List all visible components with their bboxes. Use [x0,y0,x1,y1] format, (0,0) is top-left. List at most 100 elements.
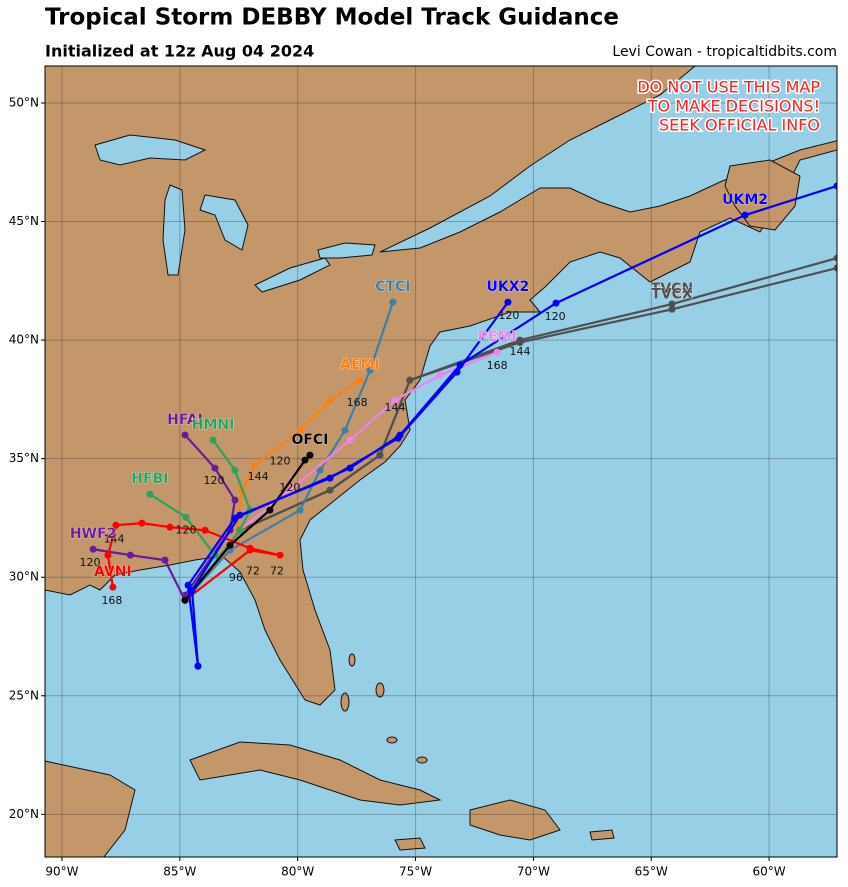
track-label: AVNI [94,564,132,580]
island [386,736,398,744]
track-label: AEMI [340,357,380,373]
forecast-hour: 72 [246,564,260,577]
track-point [341,426,349,434]
track-point [138,519,146,527]
forecast-hour: 120 [498,309,519,322]
track-point [833,182,837,190]
lon-tick-label: 65°W [635,865,668,879]
track-label: CTCI [375,279,410,295]
track-point [104,551,112,559]
forecast-hour: 144 [104,532,125,545]
track-point [668,305,676,313]
track-point [211,464,219,472]
lake-erie [254,257,331,293]
track-point [231,514,239,522]
track-point [166,523,174,531]
track-label: HFBI [131,471,168,487]
warning: DO NOT USE THIS MAP TO MAKE DECISIONS! S… [636,76,822,136]
forecast-hour: 120 [270,454,291,467]
jamaica [394,837,426,851]
track-point [391,396,399,404]
forecast-hour: 120 [545,310,566,323]
puerto-rico [589,829,615,841]
track-label: UKM2 [722,192,768,208]
track-point [236,526,244,534]
lon-tick-label: 85°W [163,865,196,879]
mexico [45,760,136,857]
track-point [741,211,749,219]
track-point [246,544,254,552]
forecast-hour: 120 [175,523,196,536]
track-point [112,521,120,529]
forecast-hour: 144 [385,401,406,414]
track-point [552,299,560,307]
track-point [356,376,364,384]
basemap [45,66,837,857]
track-point [231,496,239,504]
track-point [296,506,304,514]
track-point [296,426,304,434]
track-label: OFCI [291,432,328,448]
track-point [316,466,324,474]
track-point [226,541,234,549]
forecast-hour: 168 [101,594,122,607]
credit: Levi Cowan - tropicaltidbits.com [612,44,837,60]
lat-tick-label: 35°N [9,451,39,465]
track-point [436,371,444,379]
track-point [251,461,259,469]
track-point [188,586,196,594]
forecast-hour: 120 [279,481,300,494]
forecast-hour: 168 [347,396,368,409]
track-point [326,486,334,494]
track-label: HMNI [192,417,235,433]
track-point [833,254,837,262]
track-label: TVCN [651,281,693,297]
forecast-hour: 96 [229,571,243,584]
track-point [493,348,501,356]
track-point [181,431,189,439]
lat-tick-label: 25°N [9,688,39,702]
subtitle: Initialized at 12z Aug 04 2024 [45,42,314,61]
track-label: PEMI [478,329,517,345]
lake-huron [199,194,249,251]
track-point [396,431,404,439]
warning-line: DO NOT USE THIS MAP [637,78,820,97]
track-point [209,436,217,444]
lat-tick-label: 50°N [9,95,39,109]
track-point [126,551,134,559]
lon-tick-label: 75°W [399,865,432,879]
track-point [301,456,309,464]
island [340,692,350,712]
forecast-hour: 120 [80,556,101,569]
track-point [109,583,117,591]
track-point [201,526,209,534]
lake-ontario [317,242,376,259]
island [375,682,385,698]
track-point [89,545,97,553]
lake-michigan [162,184,186,276]
forecast-hour: 168 [487,359,508,372]
island [416,756,428,764]
track-point [182,513,190,521]
lon-tick-label: 60°W [753,865,786,879]
track-point [504,298,512,306]
track-point [389,298,397,306]
track-point [146,490,154,498]
track-point [668,300,676,308]
track-point [306,451,314,459]
track-point [276,551,284,559]
ocean [45,149,837,857]
track-line [106,522,282,602]
map-frame [44,65,838,858]
track-point [833,264,837,272]
track-label: HWF2 [70,526,116,542]
track-point [366,366,374,374]
track-point [231,466,239,474]
track-point [194,662,202,670]
title: Tropical Storm DEBBY Model Track Guidanc… [45,5,619,31]
track-point [181,596,189,604]
track-point [326,396,334,404]
